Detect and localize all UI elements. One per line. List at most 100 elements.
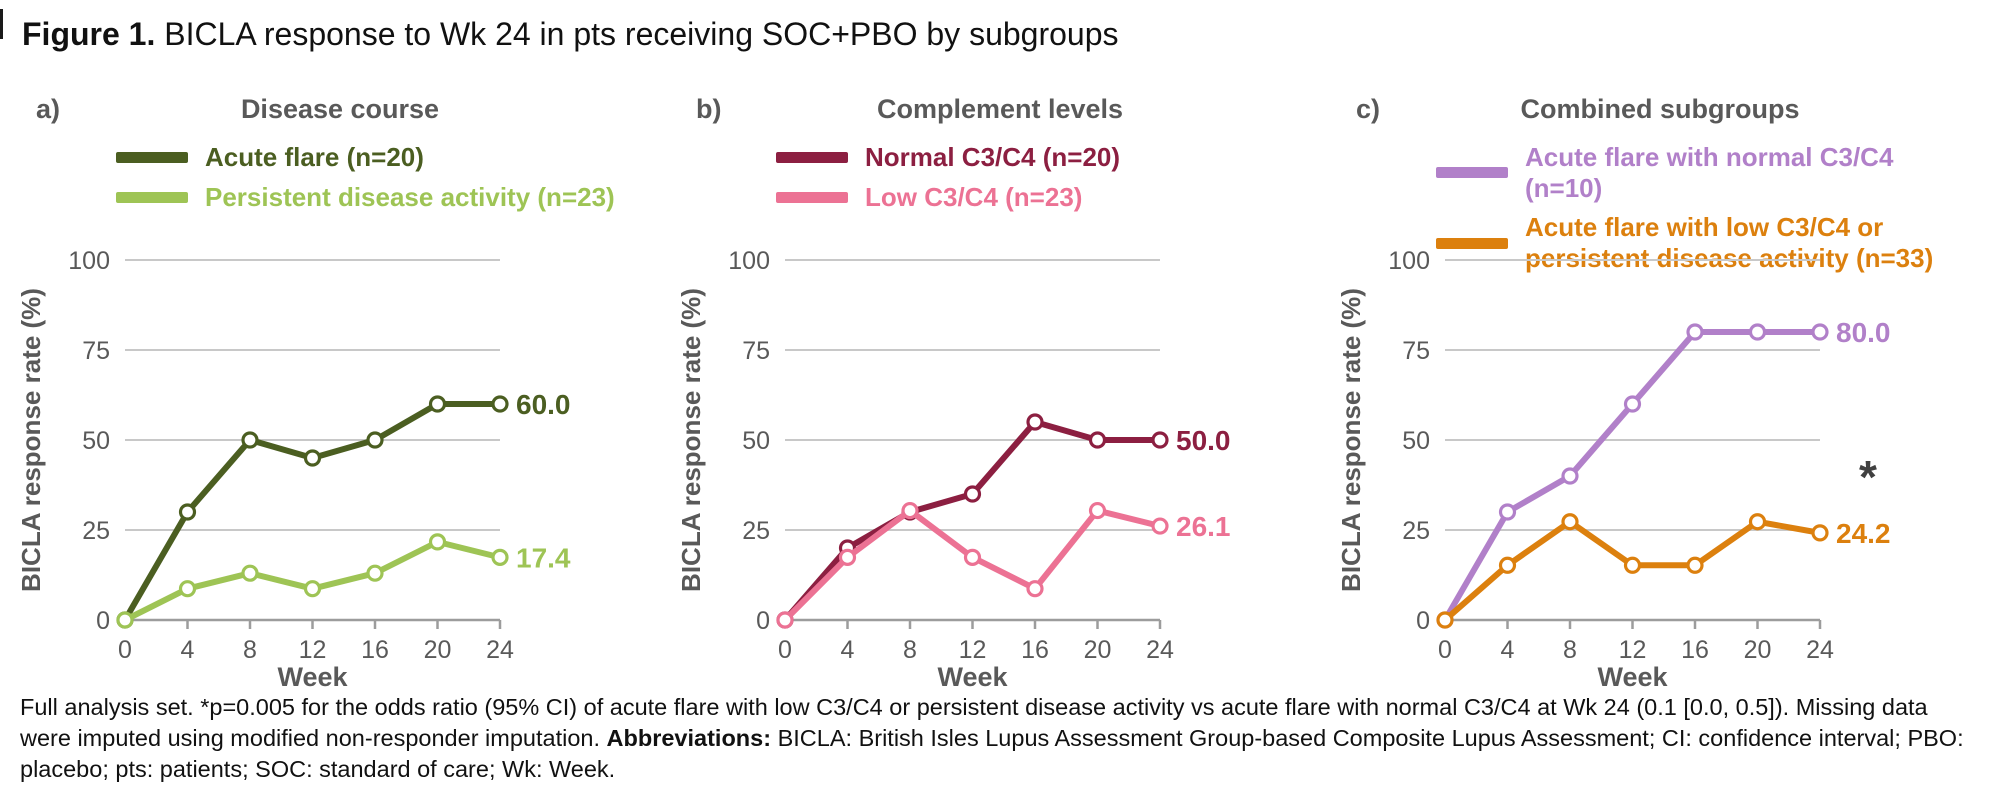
panel-header: c) Combined subgroups <box>1330 88 1990 130</box>
data-point-marker <box>1811 323 1829 341</box>
x-tick-label: 16 <box>1021 636 1049 664</box>
y-tick-label: 0 <box>1416 607 1430 635</box>
data-point-marker <box>366 431 384 449</box>
y-axis-title: BICLA response rate (%) <box>1336 288 1366 592</box>
y-tick-label: 75 <box>1402 337 1430 365</box>
legend-label: Acute flare with low C3/C4 or persistent… <box>1525 212 1934 274</box>
data-point-marker <box>1498 503 1517 521</box>
legend-item: Acute flare with low C3/C4 or persistent… <box>1436 212 1990 273</box>
y-tick-label: 0 <box>96 607 110 635</box>
y-tick-label: 50 <box>742 427 770 455</box>
y-tick-label: 25 <box>82 517 110 545</box>
y-axis-title: BICLA response rate (%) <box>676 288 706 592</box>
legend-swatch <box>776 151 848 163</box>
x-tick-label: 20 <box>1084 636 1112 664</box>
series-end-label: 17.4 <box>516 542 571 573</box>
data-point-marker <box>1151 517 1169 535</box>
data-point-marker <box>1088 431 1107 449</box>
series-line-0 <box>782 419 1163 623</box>
data-point-marker <box>303 449 322 467</box>
x-tick-label: 12 <box>299 636 327 664</box>
data-point-marker <box>776 611 794 629</box>
data-point-marker <box>491 395 509 413</box>
legend-label: Low C3/C4 (n=23) <box>865 181 1083 212</box>
x-tick-label: 24 <box>1806 636 1834 664</box>
panel-title: Disease course <box>240 94 440 124</box>
chart-panels: a) Disease course Acute flare (n=20) Pers… <box>10 88 1990 688</box>
data-point-marker <box>241 564 259 582</box>
figure-title: Figure 1. BICLA response to Wk 24 in pts… <box>22 16 1119 53</box>
x-tick-label: 0 <box>778 636 792 664</box>
x-tick-label: 16 <box>1681 636 1709 664</box>
data-point-marker <box>963 548 982 566</box>
series-end-label: 80.0 <box>1836 317 1891 348</box>
y-axis-title: BICLA response rate (%) <box>16 288 46 592</box>
y-tick-label: 100 <box>68 247 110 275</box>
panel-disease-course: a) Disease course Acute flare (n=20) Pers… <box>10 88 670 688</box>
data-point-marker <box>1436 611 1454 629</box>
legend-item: Low C3/C4 (n=23) <box>776 182 1330 213</box>
x-tick-label: 4 <box>181 636 195 664</box>
data-point-marker <box>1026 580 1044 598</box>
footnote: Full analysis set. *p=0.005 for the odds… <box>20 692 1980 785</box>
data-point-marker <box>178 580 197 598</box>
data-point-marker <box>838 548 857 566</box>
data-point-marker <box>366 564 384 582</box>
series-line-0 <box>1442 329 1823 623</box>
series-end-label: 60.0 <box>516 389 571 420</box>
series-end-label: 26.1 <box>1176 511 1231 542</box>
y-tick-label: 75 <box>742 337 770 365</box>
x-tick-label: 0 <box>118 636 132 664</box>
footnote-abbreviations-label: Abbreviations: <box>606 725 772 752</box>
y-tick-label: 0 <box>756 607 770 635</box>
legend-swatch <box>1436 237 1508 249</box>
data-point-marker <box>1026 413 1044 431</box>
legend-label: Acute flare (n=20) <box>205 142 424 172</box>
data-point-marker <box>1088 501 1107 520</box>
line-chart-disease-course: 0 25 50 75 100 0 4 8 12 16 20 24 Week BICLA response … <box>16 247 571 688</box>
figure-title-number: Figure 1. <box>22 16 156 52</box>
x-tick-label: 16 <box>361 636 389 664</box>
y-tick-label: 100 <box>728 247 770 275</box>
legend-item: Acute flare (n=20) <box>116 142 670 173</box>
data-point-marker <box>1748 323 1767 341</box>
legend-swatch <box>1436 167 1508 179</box>
line-chart-combined-subgroups: 0 25 50 75 100 0 4 8 12 16 20 24 Week BICLA response … <box>1336 247 1891 688</box>
chart-legend: Normal C3/C4 (n=20) Low C3/C4 (n=23) <box>670 130 1330 238</box>
data-point-marker <box>901 501 919 520</box>
data-point-marker <box>1561 513 1579 531</box>
x-axis-title: Week <box>937 662 1008 688</box>
data-point-marker <box>241 431 259 449</box>
footnote-main-text: Full analysis set. *p=0.005 for the odds… <box>20 694 1928 752</box>
y-tick-label: 75 <box>82 337 110 365</box>
x-tick-label: 20 <box>1744 636 1772 664</box>
x-tick-label: 24 <box>486 636 514 664</box>
data-point-marker <box>1151 431 1169 449</box>
series-end-label: 24.2 <box>1836 518 1891 549</box>
data-point-marker <box>428 395 447 413</box>
x-tick-label: 0 <box>1438 636 1452 664</box>
data-point-marker <box>1561 467 1579 485</box>
legend-label: Normal C3/C4 (n=20) <box>865 142 1121 172</box>
data-point-marker <box>1623 556 1642 574</box>
footnote-abbreviations-text: BICLA: British Isles Lupus Assessment Gr… <box>20 725 1964 783</box>
line-chart-complement-levels: 0 25 50 75 100 0 4 8 12 16 20 24 Week BICLA response … <box>676 247 1231 688</box>
panel-letter-label: b) <box>696 94 722 124</box>
data-point-marker <box>303 580 322 598</box>
page-edge-artifact <box>0 9 3 39</box>
significance-asterisk: * <box>1859 451 1877 503</box>
x-tick-label: 8 <box>243 636 257 664</box>
x-tick-label: 12 <box>959 636 987 664</box>
legend-label: Acute flare with normal C3/C4 (n=10) <box>1525 142 1894 203</box>
x-tick-label: 12 <box>1619 636 1647 664</box>
panel-title: Complement levels <box>876 94 1124 124</box>
series-end-label: 50.0 <box>1176 425 1231 456</box>
x-tick-label: 24 <box>1146 636 1174 664</box>
data-point-marker <box>178 503 197 521</box>
panel-title: Combined subgroups <box>1520 94 1800 124</box>
x-axis-title: Week <box>1597 662 1668 688</box>
data-point-marker <box>428 533 447 551</box>
x-tick-label: 8 <box>1563 636 1577 664</box>
figure-title-text: BICLA response to Wk 24 in pts receiving… <box>155 16 1119 52</box>
